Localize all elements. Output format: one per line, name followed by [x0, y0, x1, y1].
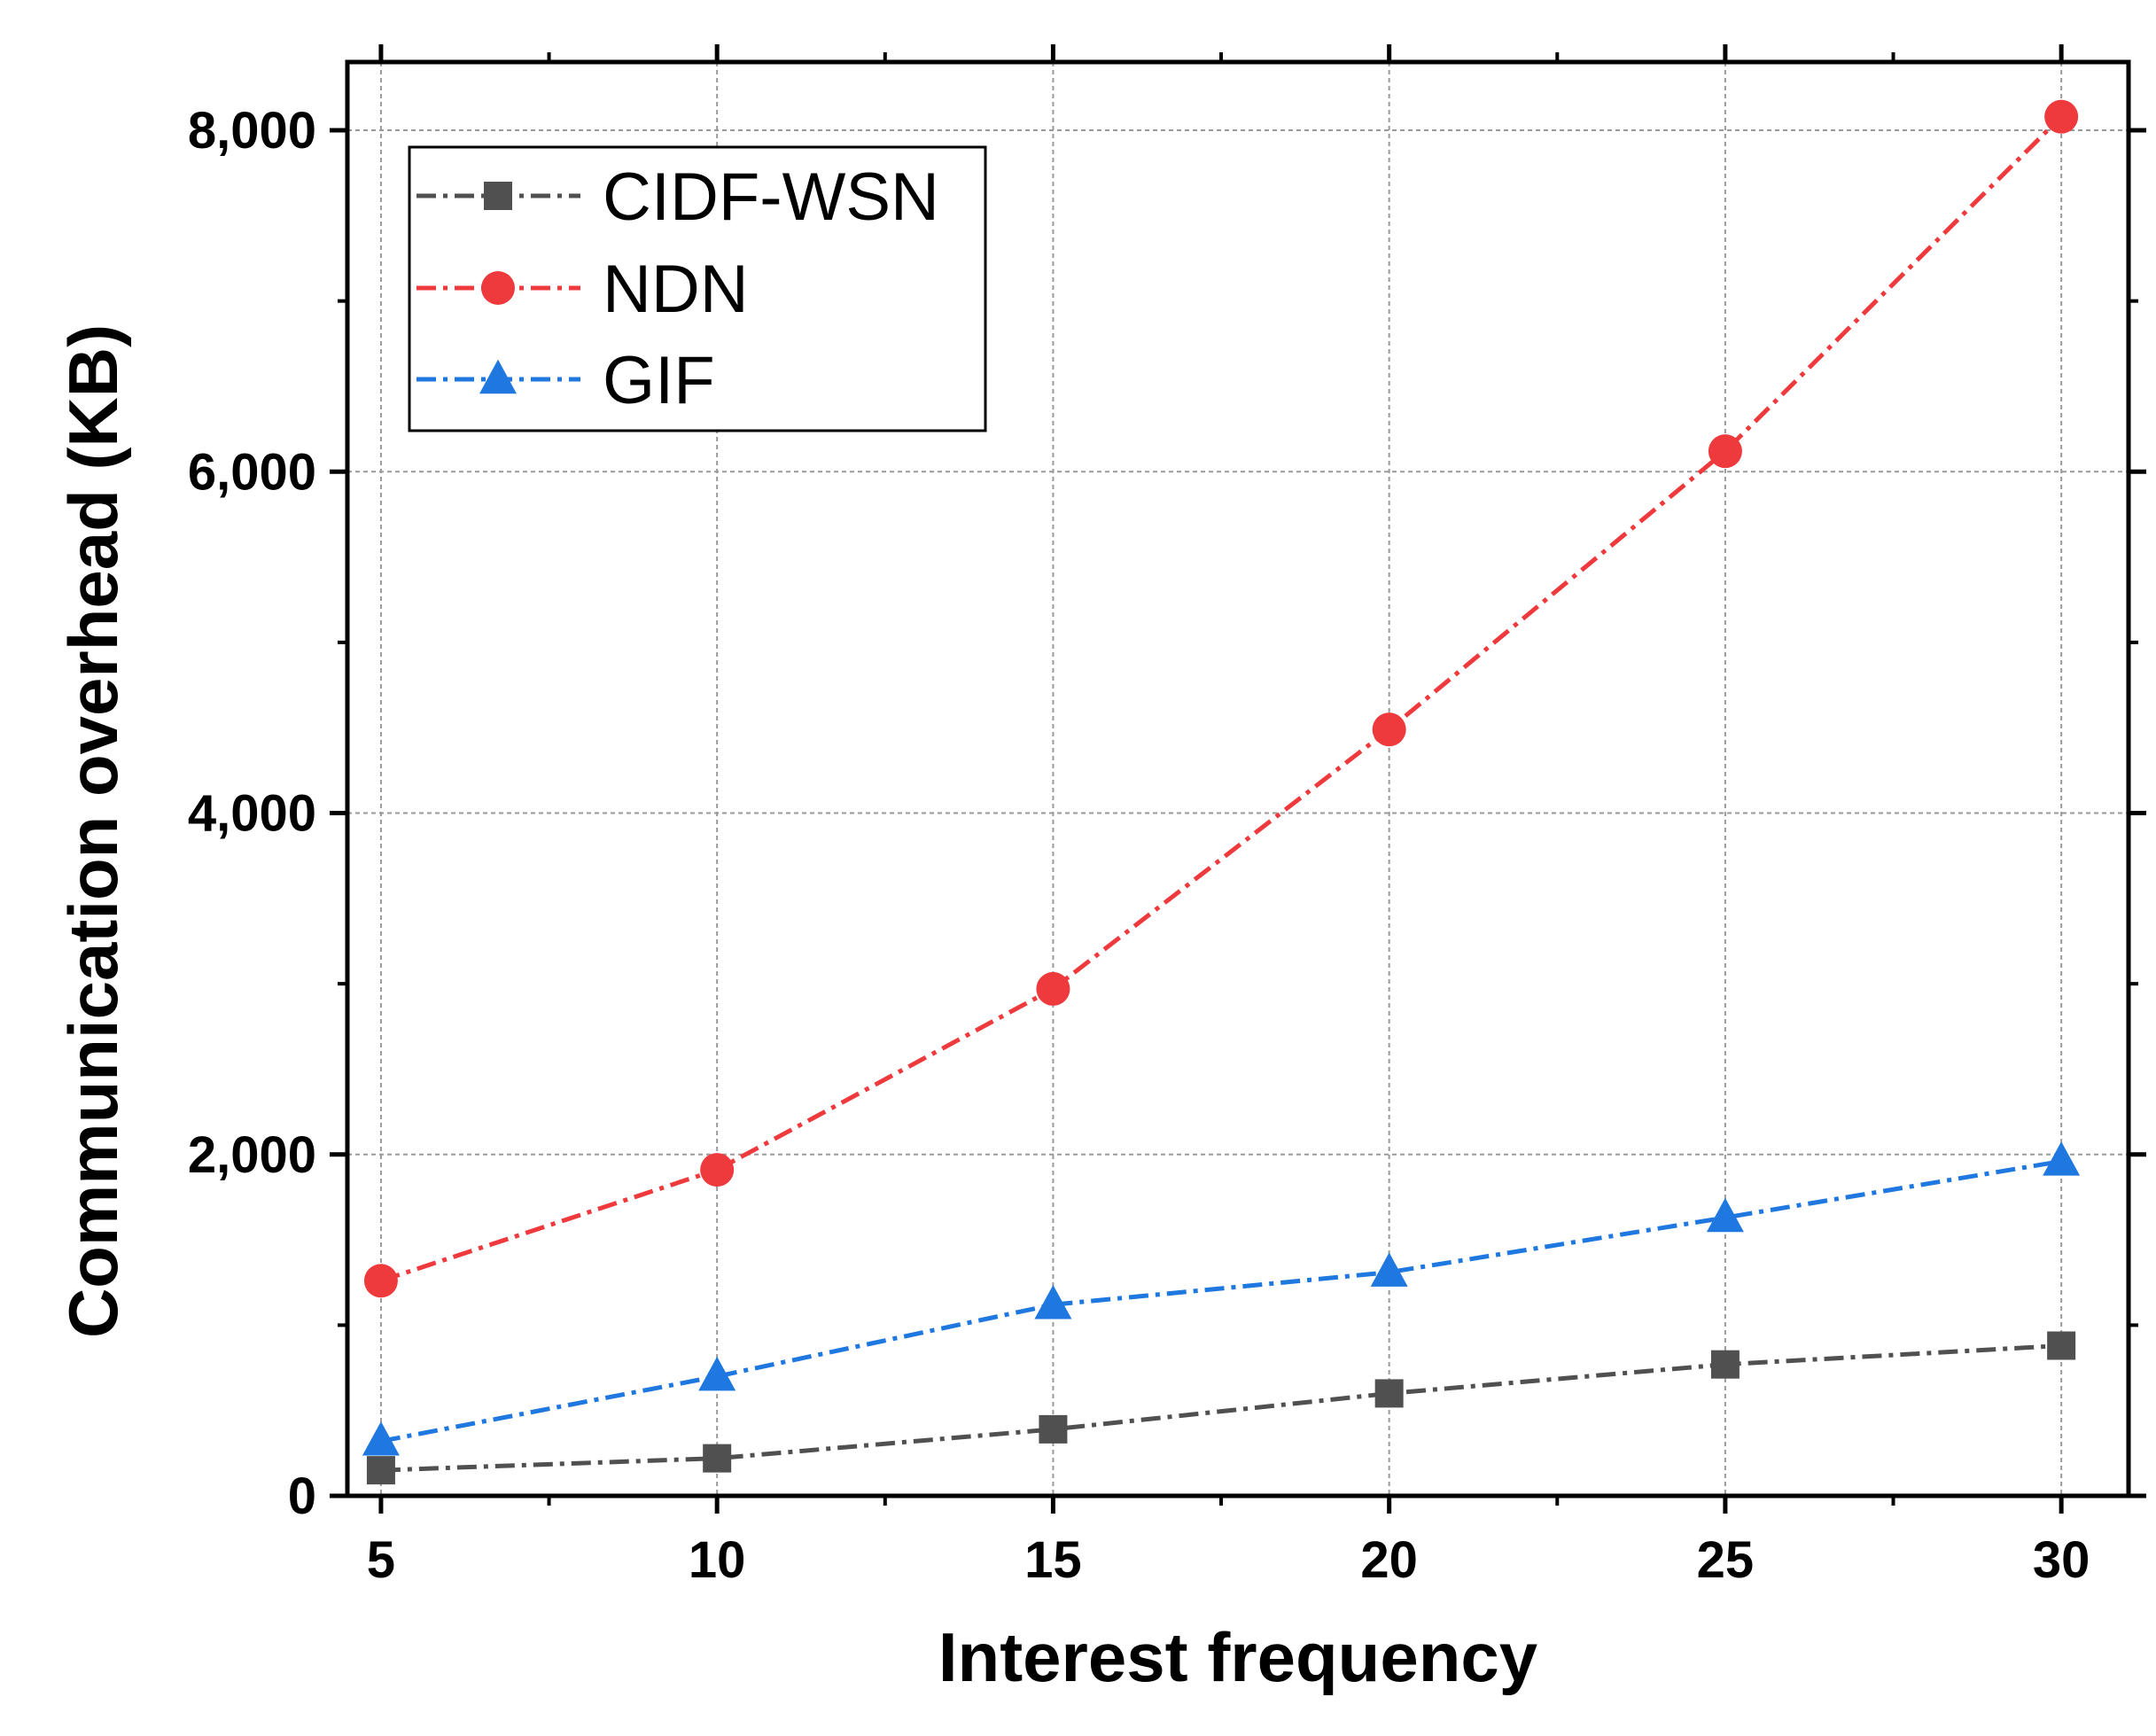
grid — [347, 62, 2129, 1496]
x-axis-title: Interest frequency — [938, 1618, 1537, 1696]
x-tick-label-4: 25 — [1697, 1531, 1755, 1589]
series-line-gif — [380, 1159, 2062, 1444]
point-ndn-5 — [363, 1264, 398, 1298]
legend-entry-ndn: NDN — [416, 252, 749, 327]
point-gif-25 — [1706, 1197, 1744, 1233]
x-tick-label-2: 15 — [1024, 1531, 1082, 1589]
y-tick-label-0: 0 — [288, 1467, 316, 1525]
legend-marker-gif — [479, 359, 517, 394]
point-gif-15 — [1034, 1284, 1072, 1320]
point-cidf-wsn-30 — [2047, 1331, 2076, 1360]
legend: CIDF-WSN NDN GIF — [408, 145, 987, 432]
y-tick-label-4: 8,000 — [188, 102, 316, 160]
point-gif-30 — [2043, 1141, 2081, 1176]
legend-marker-cidf-wsn — [484, 182, 512, 210]
point-cidf-wsn-10 — [703, 1444, 732, 1473]
point-cidf-wsn-15 — [1039, 1414, 1068, 1444]
point-gif-5 — [362, 1421, 400, 1456]
y-tick-label-2: 4,000 — [188, 785, 316, 843]
point-gif-20 — [1370, 1252, 1408, 1287]
legend-label-gif: GIF — [603, 343, 715, 418]
point-cidf-wsn-5 — [366, 1456, 395, 1485]
point-ndn-10 — [700, 1153, 735, 1187]
legend-label-cidf-wsn: CIDF-WSN — [603, 160, 939, 235]
point-cidf-wsn-20 — [1374, 1379, 1404, 1408]
legend-entry-gif: GIF — [416, 343, 715, 418]
point-cidf-wsn-25 — [1710, 1350, 1740, 1379]
x-tick-label-1: 10 — [689, 1531, 746, 1589]
y-axis-title: Communication overhead (KB) — [54, 324, 132, 1338]
series-cidf-wsn — [366, 1331, 2076, 1485]
series-line-ndn — [380, 114, 2063, 1283]
series — [362, 99, 2081, 1485]
point-ndn-30 — [2044, 99, 2079, 134]
x-tick-label-3: 20 — [1360, 1531, 1418, 1589]
legend-entry-cidf-wsn: CIDF-WSN — [416, 160, 939, 235]
tick-labels: 5 10 15 20 25 30 0 2,000 4,000 6,000 8,000 — [188, 102, 2090, 1589]
plot-frame — [345, 59, 2131, 1499]
y-tick-label-3: 6,000 — [188, 443, 316, 501]
legend-label-ndn: NDN — [603, 252, 749, 327]
point-gif-10 — [698, 1356, 736, 1391]
series-line-cidf-wsn — [380, 1343, 2062, 1473]
series-gif — [362, 1141, 2081, 1456]
series-ndn — [363, 99, 2079, 1298]
legend-marker-ndn — [481, 271, 515, 305]
y-tick-label-1: 2,000 — [188, 1126, 316, 1184]
point-ndn-25 — [1708, 434, 1742, 469]
point-ndn-20 — [1372, 712, 1406, 747]
x-tick-label-5: 30 — [2033, 1531, 2090, 1589]
point-ndn-15 — [1036, 971, 1070, 1006]
x-tick-label-0: 5 — [367, 1531, 395, 1589]
